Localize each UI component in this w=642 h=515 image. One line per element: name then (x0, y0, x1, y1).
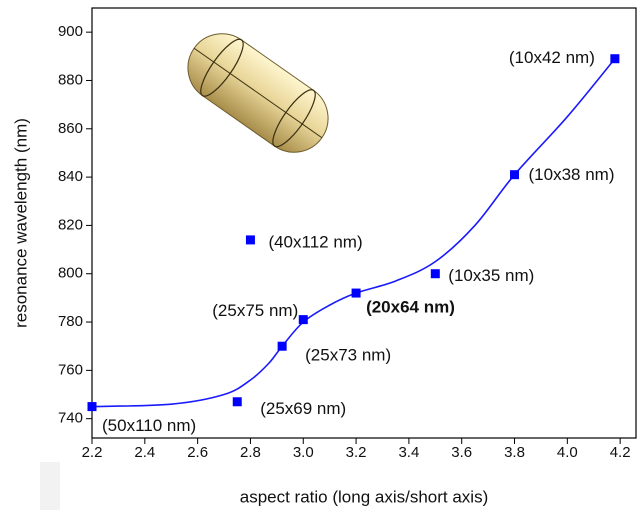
x-tick-label: 3.2 (346, 444, 367, 461)
page: {"chart_data": { "type": "scatter", "x_l… (0, 0, 642, 515)
smudge (40, 462, 60, 510)
x-tick-label: 2.8 (240, 444, 261, 461)
y-tick-label: 780 (58, 313, 83, 330)
x-tick-label: 2.4 (134, 444, 155, 461)
y-tick-label: 820 (58, 216, 83, 233)
point-annotation: (25x75 nm) (212, 301, 298, 320)
data-point (246, 235, 255, 244)
data-point (352, 289, 361, 298)
data-point (278, 342, 287, 351)
data-point (431, 269, 440, 278)
plot-frame (92, 8, 636, 438)
y-tick-label: 800 (58, 265, 83, 282)
x-tick-label: 3.8 (504, 444, 525, 461)
data-point (233, 397, 242, 406)
y-tick-label: 840 (58, 168, 83, 185)
x-tick-label: 2.2 (82, 444, 103, 461)
y-tick-label: 860 (58, 120, 83, 137)
y-tick-label: 740 (58, 410, 83, 427)
x-tick-label: 3.6 (451, 444, 472, 461)
point-annotation: (10x38 nm) (529, 165, 615, 184)
data-point (299, 315, 308, 324)
x-tick-label: 4.0 (557, 444, 578, 461)
chart: aspect ratio (long axis/short axis) reso… (0, 0, 642, 515)
point-annotation: (20x64 nm) (366, 298, 455, 317)
y-tick-label: 900 (58, 23, 83, 40)
point-annotation: (25x73 nm) (305, 346, 391, 365)
data-point (610, 54, 619, 63)
y-tick-label: 760 (58, 361, 83, 378)
nanorod-illustration (175, 20, 342, 165)
point-annotation: (10x35 nm) (448, 266, 534, 285)
x-axis-label: aspect ratio (long axis/short axis) (240, 487, 489, 506)
point-annotation: (50x110 nm) (102, 416, 196, 435)
x-tick-label: 2.6 (187, 444, 208, 461)
point-annotation: (10x42 nm) (509, 48, 595, 67)
point-annotation: (25x69 nm) (260, 399, 346, 418)
data-point (510, 170, 519, 179)
data-point (88, 402, 97, 411)
x-tick-label: 3.4 (398, 444, 419, 461)
point-annotation: (40x112 nm) (268, 232, 362, 251)
x-tick-label: 3.0 (293, 444, 314, 461)
y-axis-label: resonance wavelength (nm) (11, 118, 30, 328)
y-tick-label: 880 (58, 71, 83, 88)
x-tick-label: 4.2 (610, 444, 631, 461)
